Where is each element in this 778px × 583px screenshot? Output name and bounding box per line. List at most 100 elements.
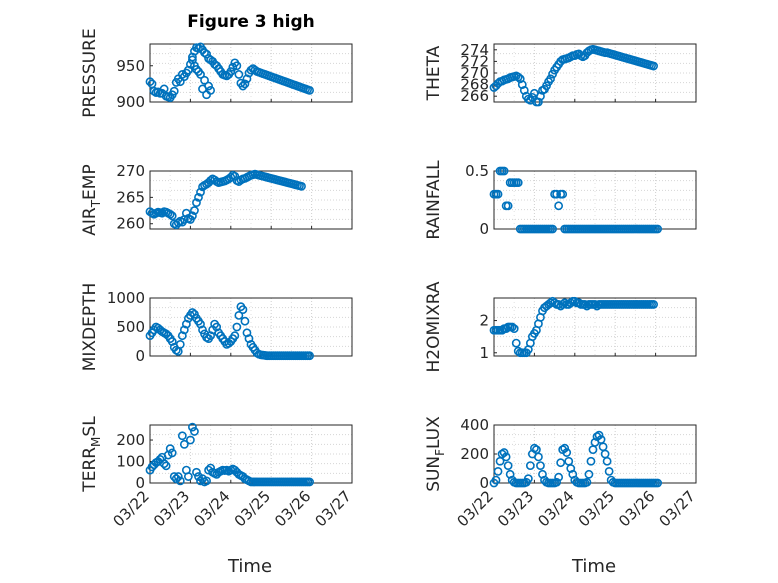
data-point <box>145 77 155 87</box>
data-point <box>604 466 614 476</box>
y-axis-label: PRESSURE <box>80 28 100 117</box>
data-point <box>511 338 521 348</box>
data-point <box>493 466 503 476</box>
data-point <box>183 472 193 481</box>
data-point <box>175 339 185 349</box>
y-tick-label: 272 <box>460 52 489 70</box>
axes-box <box>149 43 353 103</box>
data-point <box>177 70 187 79</box>
data-point <box>507 322 517 332</box>
y-tick-label: 0 <box>135 347 145 365</box>
data-point <box>493 189 503 199</box>
data-point <box>226 67 236 76</box>
data-point <box>228 62 238 72</box>
data-point <box>590 300 600 309</box>
data-point <box>165 209 175 219</box>
data-point <box>194 192 203 202</box>
data-point <box>509 324 519 334</box>
data-point <box>234 70 244 79</box>
data-point <box>206 176 215 185</box>
data-point <box>305 86 314 95</box>
data-point <box>552 189 562 199</box>
data-point <box>586 456 596 466</box>
data-point <box>173 472 183 481</box>
x-tick-label: 03/23 <box>150 487 193 530</box>
data-point <box>161 461 171 471</box>
data-point <box>580 300 590 309</box>
data-point <box>582 477 592 487</box>
y-tick-label: 400 <box>460 416 489 434</box>
x-tick-label: 03/24 <box>534 487 577 530</box>
data-point <box>190 61 199 71</box>
y-tick-label: 260 <box>116 215 145 233</box>
data-point <box>558 189 568 199</box>
data-point <box>246 65 256 75</box>
data-point <box>232 322 242 332</box>
y-axis-label: SUNFLUX <box>424 416 447 492</box>
y-tick-label: 268 <box>460 76 489 94</box>
data-point <box>157 208 167 218</box>
data-point <box>602 456 612 466</box>
data-point <box>556 458 566 468</box>
y-tick-label: 100 <box>116 453 145 471</box>
x-tick-label: 03/22 <box>110 487 153 530</box>
data-point <box>560 298 570 308</box>
x-axis-label-left: Time <box>227 556 273 577</box>
data-point <box>185 435 195 445</box>
data-point <box>552 477 562 487</box>
x-tick-label: 03/27 <box>656 487 699 530</box>
data-point <box>513 178 523 187</box>
data-point <box>305 351 314 361</box>
y-tick-label: 2 <box>479 312 489 330</box>
data-point <box>297 181 306 191</box>
data-point <box>196 187 205 197</box>
data-point <box>192 467 201 477</box>
data-point <box>188 211 197 221</box>
data-point <box>234 310 244 320</box>
data-point <box>546 74 555 84</box>
data-point <box>202 49 211 59</box>
x-tick-label: 03/23 <box>494 487 537 530</box>
data-point <box>562 448 572 457</box>
data-point <box>584 469 594 479</box>
data-point <box>566 298 576 308</box>
data-point <box>653 224 663 234</box>
y-tick-label: 900 <box>116 93 145 111</box>
data-point <box>196 476 205 486</box>
y-axis-label: TERRMSL <box>80 416 103 493</box>
y-tick-label: 1000 <box>107 289 145 307</box>
x-tick-label: 03/25 <box>231 487 274 530</box>
data-point <box>230 331 240 341</box>
data-point <box>169 86 179 96</box>
data-point <box>202 476 211 486</box>
y-tick-label: 200 <box>116 431 145 449</box>
y-axis-label: AIRTEMP <box>80 164 103 235</box>
data-point <box>159 459 169 469</box>
data-point <box>198 84 207 94</box>
data-point <box>501 452 511 462</box>
data-point <box>192 198 201 208</box>
y-tick-label: 270 <box>460 64 489 82</box>
data-point <box>560 443 570 453</box>
x-tick-label: 03/26 <box>271 487 314 530</box>
data-point <box>554 201 564 211</box>
data-point <box>194 43 203 53</box>
data-point <box>188 308 197 317</box>
x-tick-label: 03/24 <box>190 487 233 530</box>
data-point <box>238 305 248 314</box>
data-point <box>179 439 189 449</box>
data-point <box>649 300 658 309</box>
data-point <box>167 448 177 458</box>
data-point <box>653 478 663 488</box>
data-point <box>177 431 187 441</box>
y-tick-label: 270 <box>116 162 145 180</box>
data-point <box>499 166 509 176</box>
data-point <box>649 61 658 71</box>
x-axis-label-right: Time <box>571 556 617 577</box>
data-point <box>190 427 199 436</box>
y-axis-label: MIXDEPTH <box>80 283 100 372</box>
data-point <box>536 461 545 470</box>
y-tick-label: 274 <box>460 41 489 59</box>
x-tick-label: 03/26 <box>615 487 658 530</box>
